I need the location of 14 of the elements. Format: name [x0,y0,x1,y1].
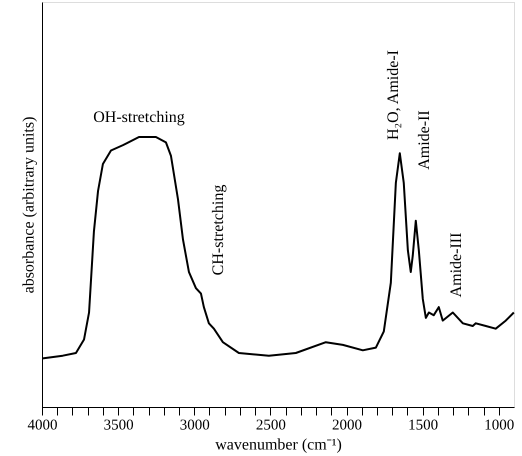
x-tick-label: 3000 [180,418,210,434]
annotation: Amide-III [448,232,465,298]
x-tick-label: 2000 [332,418,362,434]
y-axis-title: absorbance (arbitrary units) [20,116,38,294]
x-tick-label: 2500 [256,418,286,434]
x-axis-title: wavenumber (cm⁻¹) [215,436,342,454]
annotation: CH-stretching [210,184,227,276]
text: OH-stretching [93,109,185,126]
x-tick-label: 1000 [484,418,514,434]
x-tick-label: 1500 [408,418,438,434]
annotation: H₂O, Amide-I [385,50,402,140]
annotation: Amide-II [416,110,433,170]
x-tick-label: 4000 [28,418,58,434]
x-tick-label: 3500 [104,418,134,434]
